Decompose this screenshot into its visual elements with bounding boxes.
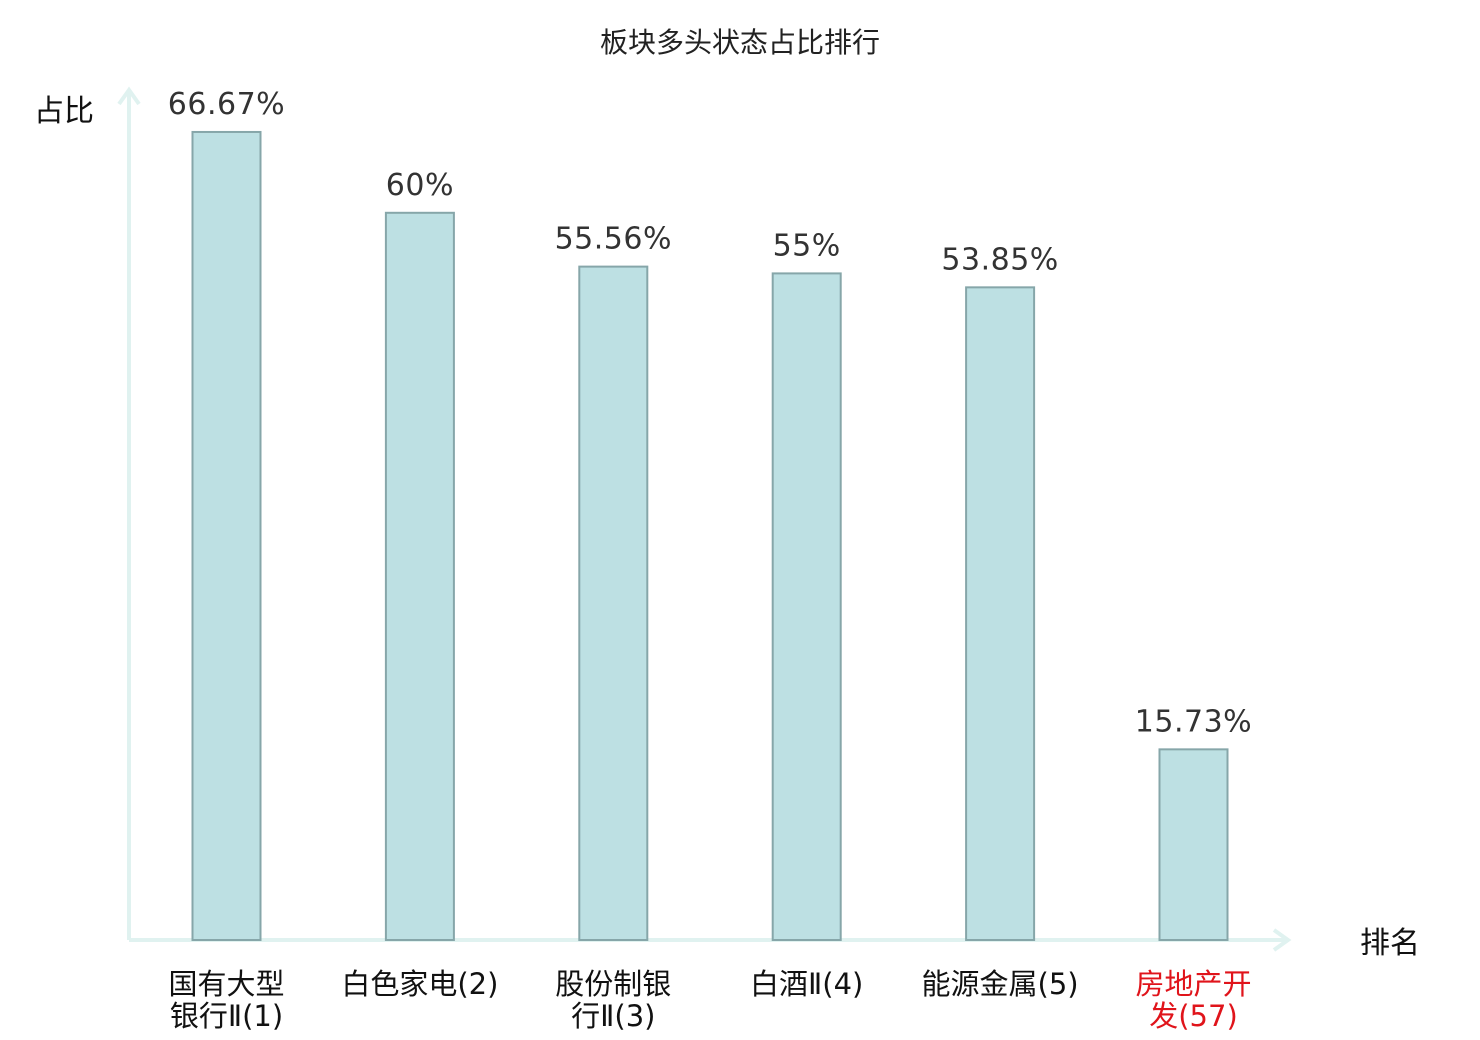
data-label: 53.85%	[941, 242, 1058, 277]
bar	[191, 130, 262, 941]
x-tick-label: 发(57)	[1149, 999, 1238, 1033]
x-tick-label: 房地产开	[1135, 967, 1251, 1001]
bar	[771, 272, 842, 941]
data-label: 55.56%	[555, 222, 672, 257]
x-tick-label: 行Ⅱ(3)	[571, 999, 655, 1033]
chart-title: 板块多头状态占比排行	[600, 26, 880, 59]
y-axis-label: 占比	[34, 94, 94, 129]
x-tick-label: 能源金属(5)	[922, 967, 1079, 1001]
x-tick-label: 国有大型	[168, 967, 284, 1001]
x-tick-label: 股份制银	[555, 967, 671, 1001]
bars-group	[191, 130, 1229, 942]
y-axis-arrow-icon	[117, 86, 141, 106]
bar	[384, 211, 455, 942]
bar	[1158, 748, 1229, 942]
value-labels-group: 66.67% 60% 55.56% 55% 53.85% 15.73%	[168, 87, 1252, 739]
x-tick-label: 银行Ⅱ(1)	[170, 999, 283, 1033]
bar	[578, 265, 649, 941]
data-label: 60%	[386, 168, 454, 203]
data-label: 55%	[773, 228, 841, 263]
bar	[965, 286, 1036, 941]
data-label: 66.67%	[168, 87, 285, 122]
data-label: 15.73%	[1135, 704, 1252, 739]
x-axis-arrow-icon	[1272, 928, 1292, 952]
x-tick-label: 白色家电(2)	[341, 967, 498, 1001]
axes	[117, 86, 1292, 952]
x-axis-label: 排名	[1360, 926, 1420, 961]
x-tick-label: 白酒Ⅱ(4)	[750, 967, 863, 1001]
